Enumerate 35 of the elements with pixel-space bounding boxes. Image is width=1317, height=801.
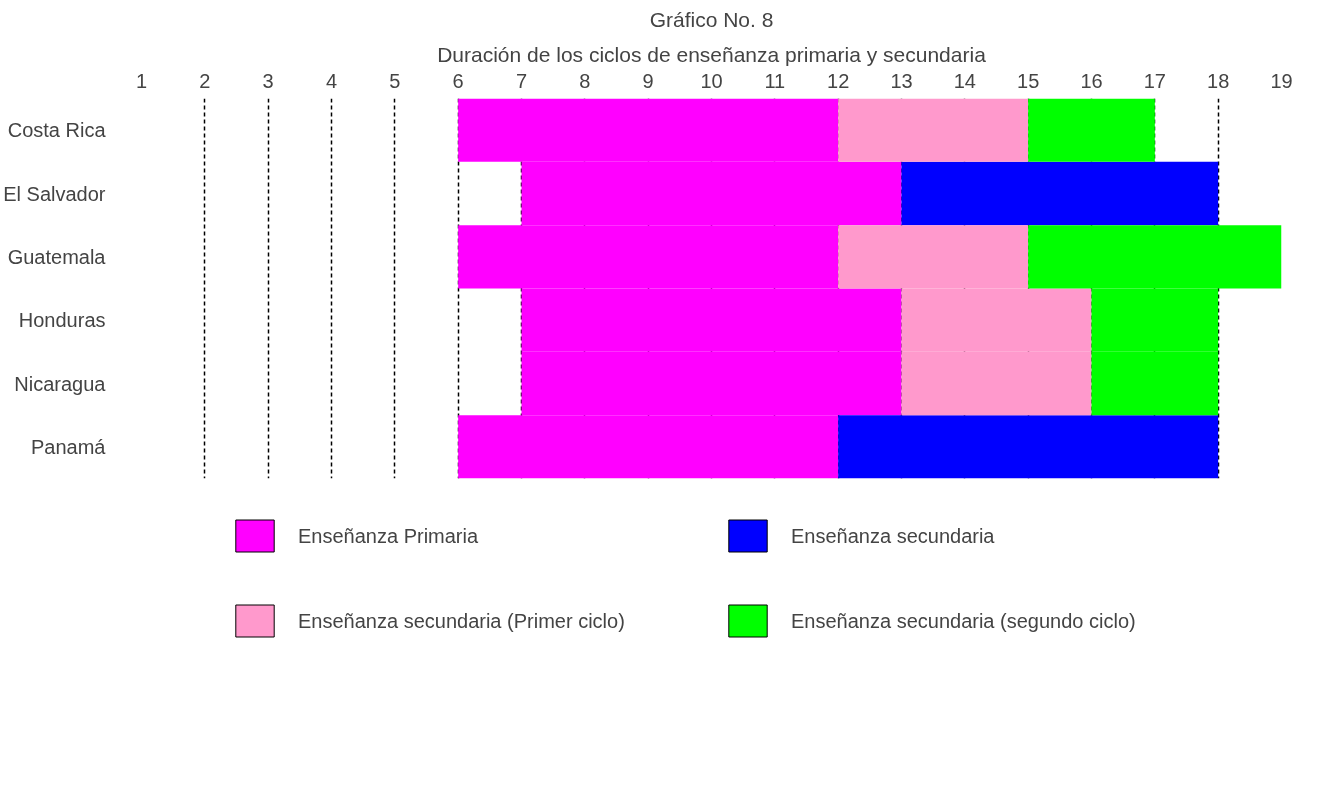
x-tick-label: 8 [579, 69, 591, 92]
legend-label: Enseñanza Primaria [298, 524, 480, 547]
bar [1028, 98, 1155, 162]
bar [838, 98, 1029, 162]
x-tick-label: 10 [700, 69, 723, 92]
chart-title: Gráfico No. 8 [649, 7, 774, 31]
legend-label: Enseñanza secundaria (Primer ciclo) [298, 609, 626, 632]
x-tick-label: 12 [827, 69, 850, 92]
chart-subtitle: Duración de los ciclos de enseñanza primaria y secundaria [437, 42, 987, 66]
x-tick-label: 15 [1017, 69, 1040, 92]
x-tick-label: 4 [325, 69, 338, 92]
bar [838, 415, 1219, 479]
x-tick-label: 5 [389, 69, 401, 92]
x-tick-label: 2 [199, 69, 211, 92]
x-tick-label: 14 [953, 69, 976, 92]
x-tick-label: 7 [515, 69, 528, 92]
x-tick-label: 19 [1270, 69, 1293, 92]
x-tick-label: 3 [262, 69, 274, 92]
x-tick-label: 16 [1080, 69, 1103, 92]
x-tick-label: 17 [1143, 69, 1166, 92]
x-tick-label: 18 [1207, 69, 1230, 92]
y-tick-label: Panamá [31, 435, 107, 458]
y-tick-label: Nicaragua [14, 372, 107, 395]
legend-label: Enseñanza secundaria [791, 524, 996, 547]
bar [901, 161, 1219, 226]
y-tick-label: El Salvador [3, 182, 106, 205]
x-tick-label: 13 [890, 69, 913, 92]
x-tick-label: 11 [764, 69, 786, 92]
legend-label: Enseñanza secundaria (segundo ciclo) [791, 609, 1137, 632]
y-tick-label: Guatemala [7, 245, 107, 268]
x-tick-label: 9 [642, 69, 654, 92]
y-tick-label: Honduras [18, 309, 106, 332]
x-tick-label: 6 [452, 69, 464, 92]
y-tick-label: Costa Rica [7, 119, 107, 142]
x-tick-label: 1 [135, 69, 148, 92]
